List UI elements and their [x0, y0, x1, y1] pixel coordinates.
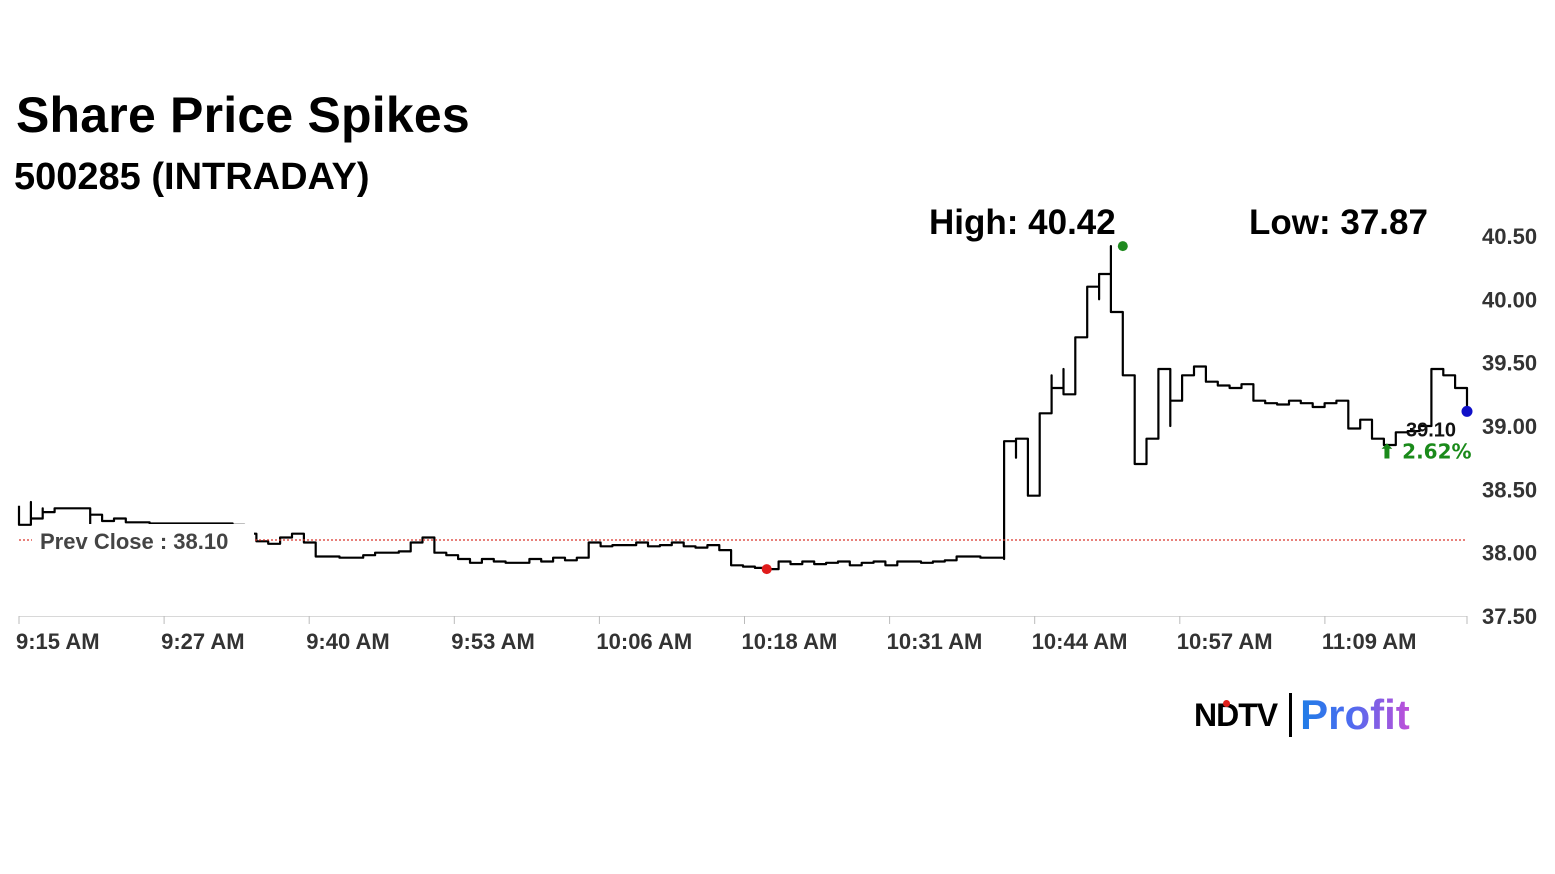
chart-subtitle: 500285 (INTRADAY): [14, 156, 370, 198]
low-label: Low: 37.87: [1249, 203, 1428, 242]
logo-divider: [1289, 693, 1293, 737]
y-tick-label: 40.00: [1482, 287, 1537, 312]
profit-logo-text: Profit: [1300, 691, 1410, 738]
y-tick-label: 40.50: [1482, 224, 1537, 249]
ndtv-logo-text: NDTV: [1194, 696, 1278, 733]
markers: 39.10⬆ 2.62%: [761, 241, 1473, 575]
prev-close-group: Prev Close : 38.10: [19, 524, 1467, 556]
y-tick-label: 38.50: [1482, 477, 1537, 502]
prev-close-label: Prev Close : 38.10: [40, 529, 228, 554]
x-tick-label: 9:40 AM: [306, 629, 390, 654]
x-axis: 9:15 AM 9:27 AM 9:40 AM 9:53 AM 10:06 AM 10:1…: [16, 616, 1468, 654]
last-change-label: ⬆ 2.62%: [1378, 439, 1471, 463]
high-marker: [1117, 241, 1128, 252]
y-axis: 37.50 38.00 38.50 39.00 39.50 40.00 40.50: [1482, 224, 1537, 629]
x-tick-label: 10:06 AM: [596, 629, 692, 654]
last-price-marker: [1461, 405, 1473, 417]
last-price-label: 39.10: [1406, 419, 1456, 441]
x-tick-label: 11:09 AM: [1322, 629, 1417, 654]
chart-title: Share Price Spikes: [16, 87, 470, 143]
x-tick-label: 9:15 AM: [16, 629, 100, 654]
x-tick-label: 10:18 AM: [742, 629, 838, 654]
x-tick-label: 10:44 AM: [1032, 629, 1128, 654]
low-marker: [761, 564, 772, 575]
y-tick-label: 39.50: [1482, 351, 1537, 376]
x-tick-label: 9:27 AM: [161, 629, 245, 654]
high-label: High: 40.42: [929, 203, 1116, 242]
y-tick-label: 38.00: [1482, 541, 1537, 566]
ndtv-profit-logo: NDTV Profit: [1194, 690, 1410, 740]
y-tick-label: 39.00: [1482, 414, 1537, 439]
price-line: [17, 245, 1469, 571]
prev-close-label-bg: [32, 524, 254, 556]
x-tick-label: 9:53 AM: [451, 629, 535, 654]
ndtv-logo-dot: [1223, 700, 1230, 707]
y-tick-label: 37.50: [1482, 604, 1537, 629]
x-tick-label: 10:31 AM: [887, 629, 983, 654]
x-tick-label: 10:57 AM: [1177, 629, 1273, 654]
